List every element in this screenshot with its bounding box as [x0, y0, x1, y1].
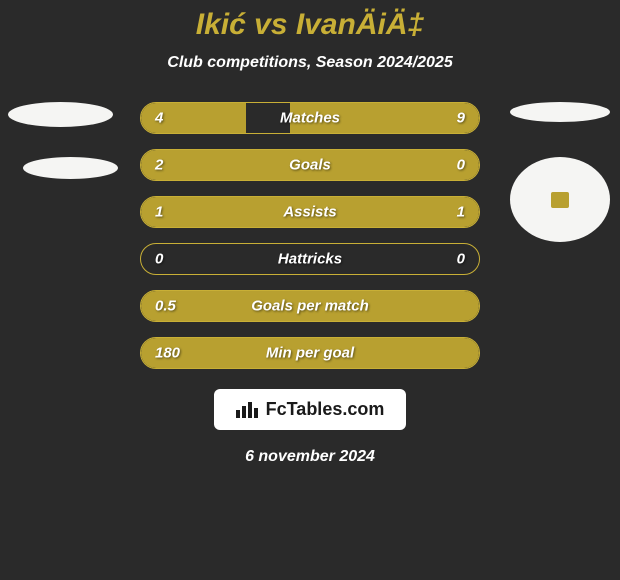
stat-fill-right: [405, 150, 479, 180]
stat-label: Goals per match: [251, 298, 369, 315]
stats-container: 4 Matches 9 2 Goals 0 1 Assists 1: [0, 102, 620, 369]
circle-icon: [510, 157, 610, 242]
stat-label: Min per goal: [266, 345, 354, 362]
subtitle: Club competitions, Season 2024/2025: [167, 54, 452, 72]
left-decoration: [8, 102, 118, 179]
stat-right-value: 9: [457, 110, 465, 127]
ellipse-icon: [23, 157, 118, 179]
stat-left-value: 180: [155, 345, 180, 362]
stat-left-value: 4: [155, 110, 163, 127]
stats-bars: 4 Matches 9 2 Goals 0 1 Assists 1: [140, 102, 480, 369]
logo-box[interactable]: FcTables.com: [214, 389, 407, 430]
stat-fill-left: [141, 150, 405, 180]
stat-left-value: 0.5: [155, 298, 176, 315]
stat-row-hattricks: 0 Hattricks 0: [140, 243, 480, 275]
page-title: Ikić vs IvanÄiÄ‡: [196, 8, 424, 42]
inner-square-icon: [551, 192, 569, 208]
date-label: 6 november 2024: [245, 448, 375, 466]
stat-label: Hattricks: [278, 251, 342, 268]
stat-label: Assists: [283, 204, 336, 221]
chart-icon: [236, 402, 258, 418]
stat-right-value: 0: [457, 157, 465, 174]
right-decoration: [510, 157, 610, 242]
stat-row-assists: 1 Assists 1: [140, 196, 480, 228]
ellipse-icon: [8, 102, 113, 127]
stat-label: Goals: [289, 157, 331, 174]
stat-row-matches: 4 Matches 9: [140, 102, 480, 134]
logo-text: FcTables.com: [266, 399, 385, 420]
stat-label: Matches: [280, 110, 340, 127]
stat-row-goals: 2 Goals 0: [140, 149, 480, 181]
stat-left-value: 0: [155, 251, 163, 268]
stat-right-value: 0: [457, 251, 465, 268]
stat-left-value: 2: [155, 157, 163, 174]
stat-row-min-per-goal: 180 Min per goal: [140, 337, 480, 369]
stat-row-goals-per-match: 0.5 Goals per match: [140, 290, 480, 322]
ellipse-icon: [510, 102, 610, 122]
main-container: Ikić vs IvanÄiÄ‡ Club competitions, Seas…: [0, 0, 620, 580]
stat-left-value: 1: [155, 204, 163, 221]
stat-right-value: 1: [457, 204, 465, 221]
